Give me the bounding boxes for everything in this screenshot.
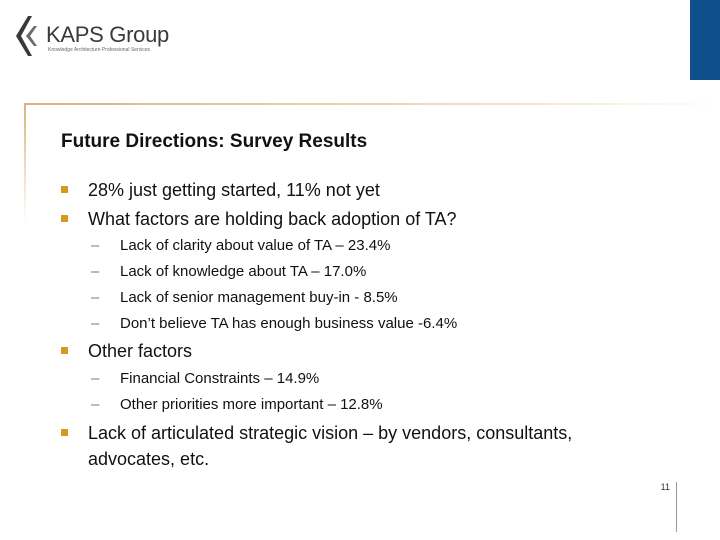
brand-bar bbox=[690, 0, 720, 80]
dash-bullet-icon: – bbox=[91, 289, 100, 306]
kaps-logo-mark-icon bbox=[16, 16, 37, 56]
logo-tagline: Knowledge Architecture Professional Serv… bbox=[48, 47, 150, 53]
page-number: 11 bbox=[646, 482, 677, 532]
square-bullet-icon bbox=[61, 429, 68, 436]
dash-bullet-icon: – bbox=[91, 370, 100, 387]
sub-bullet-text: Lack of senior management buy-in - 8.5% bbox=[120, 289, 398, 306]
logo-name: KAPS Group bbox=[46, 22, 169, 47]
square-bullet-icon bbox=[61, 186, 68, 193]
left-divider bbox=[24, 103, 26, 223]
square-bullet-icon bbox=[61, 215, 68, 222]
dash-bullet-icon: – bbox=[91, 396, 100, 413]
bullet-text-continued: advocates, etc. bbox=[88, 449, 210, 469]
bullet-text: Lack of articulated strategic vision – b… bbox=[88, 423, 573, 443]
sub-bullet-text: Lack of clarity about value of TA – 23.4… bbox=[120, 237, 391, 254]
kaps-logo: KAPS Group Knowledge Architecture Profes… bbox=[12, 12, 169, 60]
slide-title: Future Directions: Survey Results bbox=[61, 131, 368, 152]
square-bullet-icon bbox=[61, 347, 68, 354]
bullet-text: What factors are holding back adoption o… bbox=[88, 209, 457, 229]
sub-bullet-text: Lack of knowledge about TA – 17.0% bbox=[120, 263, 367, 280]
dash-bullet-icon: – bbox=[91, 263, 100, 280]
bullet-text: Other factors bbox=[88, 341, 193, 361]
dash-bullet-icon: – bbox=[91, 315, 100, 332]
page-number-text: 11 bbox=[660, 482, 670, 492]
header-divider bbox=[24, 103, 720, 105]
sub-bullet-text: Other priorities more important – 12.8% bbox=[120, 396, 383, 413]
dash-bullet-icon: – bbox=[91, 237, 100, 254]
sub-bullet-text: Don’t believe TA has enough business val… bbox=[120, 315, 458, 332]
sub-bullet-text: Financial Constraints – 14.9% bbox=[120, 370, 320, 387]
bullet-text: 28% just getting started, 11% not yet bbox=[88, 180, 380, 200]
